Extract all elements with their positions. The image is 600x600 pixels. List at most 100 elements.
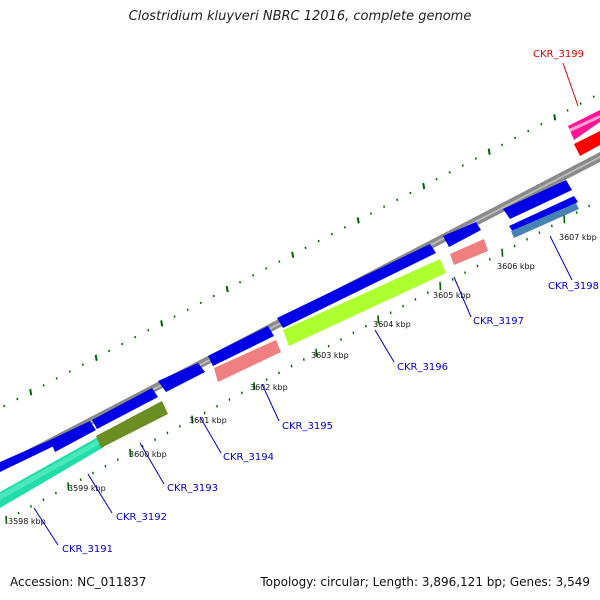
tick-label: 3605 kbp: [433, 291, 471, 300]
gene-feature[interactable]: [50, 421, 96, 452]
tick-label: 3603 kbp: [311, 351, 349, 360]
gene-label[interactable]: CKR_3192: [116, 512, 167, 523]
inner-tick: [352, 331, 355, 335]
outer-tick: [501, 143, 504, 146]
gene-label[interactable]: CKR_3193: [167, 483, 218, 494]
outer-tick: [134, 335, 137, 339]
inner-tick: [451, 278, 454, 281]
gene-feature[interactable]: [277, 244, 436, 328]
tick-label: 3604 kbp: [373, 320, 411, 329]
inner-tick-ring: [5, 204, 590, 524]
outer-tick: [225, 285, 229, 293]
inner-tick: [538, 231, 541, 234]
gene-feature[interactable]: [214, 340, 281, 382]
inner-tick: [129, 448, 132, 458]
gene-callout-line: [562, 62, 579, 107]
inner-tick: [364, 324, 367, 328]
inner-tick: [488, 258, 491, 261]
outer-tick: [396, 198, 399, 201]
inner-tick: [54, 491, 57, 495]
gene-label[interactable]: CKR_3194: [223, 452, 274, 463]
gene-label[interactable]: CKR_3195: [282, 421, 333, 432]
inner-tick: [154, 438, 156, 441]
outer-tick: [252, 274, 255, 277]
gene-label[interactable]: CKR_3196: [397, 362, 448, 373]
outer-tick: [147, 329, 150, 332]
inner-tick: [501, 248, 504, 257]
inner-tick: [104, 465, 107, 468]
inner-tick: [476, 264, 479, 268]
gene-feature[interactable]: [92, 388, 158, 429]
inner-tick: [426, 291, 429, 295]
outer-tick: [304, 246, 307, 250]
gene-feature[interactable]: [503, 180, 572, 219]
outer-tick: [422, 182, 426, 190]
gene-label[interactable]: CKR_3191: [62, 544, 113, 555]
inner-tick: [79, 478, 82, 482]
reverse-strand-features: [0, 110, 600, 508]
outer-tick: [55, 377, 58, 380]
inner-tick: [439, 282, 442, 291]
gene-labels: CKR_3191 CKR_3192 CKR_3193 CKR_3194 CKR_3195…: [33, 49, 599, 555]
inner-tick: [327, 344, 330, 348]
outer-tick: [343, 226, 346, 229]
inner-tick: [203, 411, 206, 415]
tick-labels: 3598 kbp 3599 kbp 3600 kbp 3601 kbp 3602 kbp…: [8, 233, 597, 526]
outer-tick: [16, 397, 19, 401]
inner-tick: [550, 224, 553, 228]
inner-tick: [253, 382, 256, 391]
gene-feature[interactable]: [509, 196, 578, 232]
inner-tick: [178, 424, 181, 428]
tick-label: 3598 kbp: [8, 517, 46, 526]
gene-callout-line: [549, 235, 573, 281]
gene-feature[interactable]: [208, 326, 274, 366]
gene-label[interactable]: CKR_3199: [533, 49, 584, 60]
gene-callout-line: [33, 507, 59, 546]
inner-tick: [464, 271, 466, 275]
gene-feature[interactable]: [574, 131, 600, 156]
gene-feature[interactable]: [158, 363, 205, 392]
inner-tick: [191, 415, 194, 424]
inner-tick: [290, 364, 293, 368]
inner-tick: [513, 244, 516, 248]
tick-label: 3607 kbp: [559, 233, 597, 242]
gene-feature[interactable]: [0, 440, 54, 472]
inner-tick: [526, 237, 528, 241]
gene-feature[interactable]: [283, 259, 446, 346]
gene-callout-line: [199, 416, 222, 454]
gene-callout-line: [87, 473, 113, 514]
gene-feature[interactable]: [443, 222, 481, 247]
gene-feature[interactable]: [0, 440, 100, 500]
inner-tick: [265, 378, 268, 381]
forward-strand-features: [0, 180, 578, 472]
outer-tick: [173, 315, 176, 318]
outer-tick: [42, 384, 45, 387]
gene-feature[interactable]: [450, 239, 488, 265]
outer-tick: [487, 148, 491, 155]
genome-summary-label: Topology: circular; Length: 3,896,121 bp…: [260, 575, 590, 589]
gene-label[interactable]: CKR_3197: [473, 316, 524, 327]
inner-tick: [315, 348, 318, 357]
outer-tick: [540, 122, 543, 126]
gene-label[interactable]: CKR_3198: [548, 281, 599, 292]
inner-tick: [402, 304, 404, 308]
inner-tick: [42, 498, 45, 502]
outer-tick: [435, 177, 438, 181]
outer-tick: [330, 232, 333, 236]
gene-callout-line: [139, 442, 165, 485]
outer-tick: [68, 370, 71, 373]
outer-tick: [553, 114, 557, 121]
outer-tick: [579, 102, 582, 105]
outer-tick: [383, 205, 386, 208]
tick-label: 3606 kbp: [497, 262, 535, 271]
gene-feature[interactable]: [96, 401, 168, 448]
outer-tick: [108, 349, 111, 353]
inner-tick: [17, 511, 20, 515]
inner-tick: [302, 358, 305, 361]
outer-tick: [527, 129, 530, 133]
outer-tick-ring: [3, 95, 595, 408]
outer-tick: [265, 267, 268, 270]
gene-feature[interactable]: [511, 203, 579, 238]
